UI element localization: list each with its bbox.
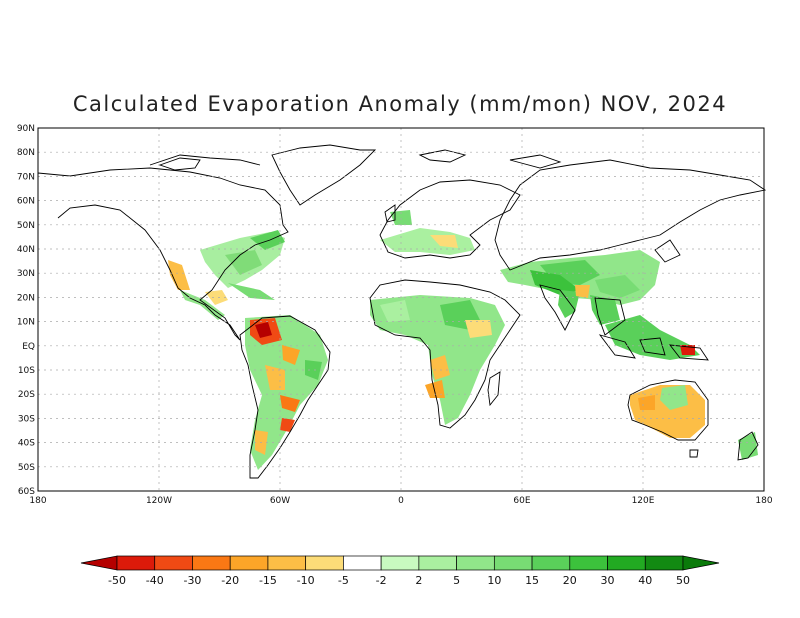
lon-label: 60W — [270, 496, 290, 506]
colorbar-label: 2 — [415, 574, 422, 587]
colorbar-swatch — [531, 555, 571, 571]
colorbar-swatch — [116, 555, 156, 571]
colorbar-swatch — [456, 555, 495, 571]
lat-label: 80N — [17, 148, 35, 158]
lat-label: 10N — [17, 318, 35, 328]
lat-label: 70N — [17, 172, 35, 182]
colorbar-arrow-high — [682, 555, 720, 571]
colorbar-swatch — [569, 555, 608, 571]
colorbar-swatch — [267, 555, 307, 571]
colorbar-swatch — [305, 555, 344, 571]
colorbar-label: -30 — [183, 574, 201, 587]
lat-label: 90N — [17, 124, 35, 134]
colorbar-swatch — [343, 555, 382, 571]
lat-label: 30N — [17, 269, 35, 279]
lon-label: 120E — [632, 496, 655, 506]
lon-label: 120W — [146, 496, 172, 506]
colorbar-label: 20 — [563, 574, 577, 587]
colorbar-swatch — [154, 555, 193, 571]
colorbar-label: 50 — [676, 574, 690, 587]
lat-label: EQ — [22, 342, 35, 352]
colorbar-label: 10 — [487, 574, 501, 587]
lon-label: 180 — [29, 496, 46, 506]
lat-label: 50N — [17, 221, 35, 231]
lat-label: 60S — [18, 487, 35, 497]
lat-label: 20S — [18, 390, 35, 400]
lat-label: 30S — [18, 414, 35, 424]
colorbar-label: -15 — [259, 574, 277, 587]
colorbar-swatch — [229, 555, 269, 571]
colorbar-label: -40 — [146, 574, 164, 587]
colorbar-label: 40 — [638, 574, 652, 587]
lat-label: 50S — [18, 463, 35, 473]
lon-label: 60E — [513, 496, 530, 506]
colorbar: -50 -40 -30 -20 -15 -10 -5 -2 2 5 10 15 20 30 40 50 — [80, 555, 720, 587]
lat-label: 10S — [18, 366, 35, 376]
colorbar-label: 15 — [525, 574, 539, 587]
map-frame — [37, 127, 765, 492]
colorbar-swatch — [192, 555, 231, 571]
lat-label: 40N — [17, 245, 35, 255]
colorbar-label: -10 — [297, 574, 315, 587]
colorbar-arrow-low — [80, 555, 118, 571]
lon-label: 0 — [398, 496, 404, 506]
colorbar-swatch — [418, 555, 457, 571]
lat-label: 20N — [17, 293, 35, 303]
colorbar-label: 5 — [453, 574, 460, 587]
lat-label: 40S — [18, 439, 35, 449]
latitude-labels: 90N 80N 70N 60N 50N 40N 30N 20N 10N EQ 10S 20S 30S 40… — [17, 124, 35, 497]
map-grid — [38, 128, 764, 491]
colorbar-label: -5 — [338, 574, 349, 587]
longitude-labels: 180 120W 60W 0 60E 120E 180 — [29, 496, 772, 506]
colorbar-label: -50 — [108, 574, 126, 587]
colorbar-swatch — [644, 555, 684, 571]
colorbar-label: -2 — [376, 574, 387, 587]
colorbar-label: -20 — [221, 574, 239, 587]
lat-label: 60N — [17, 197, 35, 207]
lon-label: 180 — [755, 496, 772, 506]
map-title: Calculated Evaporation Anomaly (mm/mon) … — [72, 92, 728, 116]
colorbar-swatch — [607, 555, 646, 571]
colorbar-label: 30 — [601, 574, 615, 587]
colorbar-swatch — [493, 555, 533, 571]
colorbar-swatch — [380, 555, 420, 571]
